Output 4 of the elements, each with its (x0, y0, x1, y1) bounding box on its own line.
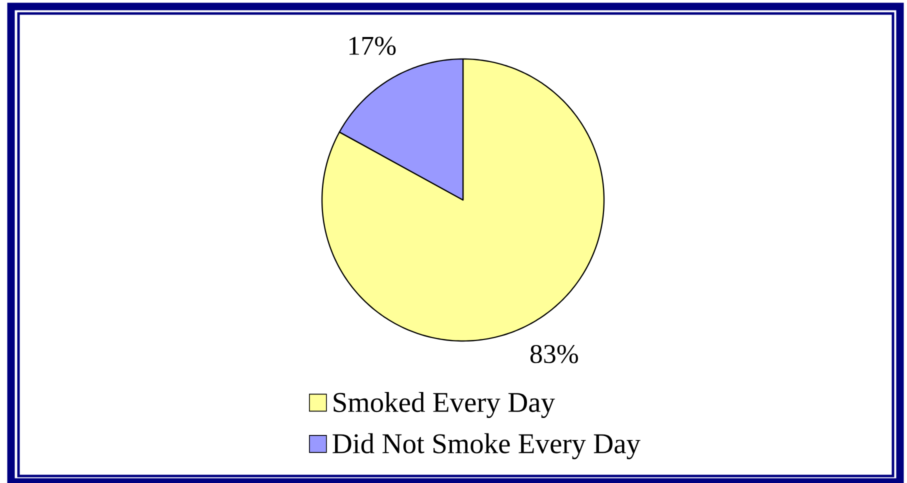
data-label: 17% (349, 36, 396, 56)
data-label: 83% (530, 344, 578, 364)
legend-label: Did Not Smoke Every Day (332, 433, 640, 460)
legend-label: Smoked Every Day (334, 392, 555, 418)
